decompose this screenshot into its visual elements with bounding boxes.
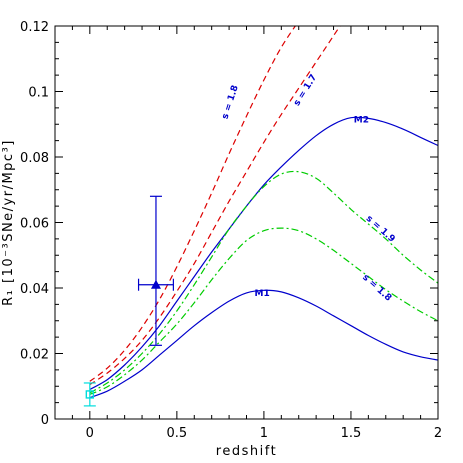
plot-frame bbox=[54, 25, 439, 420]
y-tick-label: 0.1 bbox=[28, 86, 49, 101]
series-line-m2-solid bbox=[89, 116, 438, 391]
series-line-s-1-7-dashed bbox=[89, 26, 341, 386]
y-tick-label: 0.08 bbox=[20, 151, 49, 166]
x-tick-label: 1 bbox=[260, 426, 268, 441]
x-tick-label: 0 bbox=[86, 426, 94, 441]
y-axis-title: R₁ [10⁻³SNe/yr/Mpc³] bbox=[1, 139, 16, 306]
observations-layer bbox=[83, 195, 174, 407]
series-line-s-1-8-dashdot bbox=[89, 227, 438, 395]
curve-label: s = 1.8 bbox=[360, 273, 393, 304]
series-line-m1-solid bbox=[89, 289, 438, 399]
x-tick-label: 0.5 bbox=[167, 426, 188, 441]
x-tick-label: 1.5 bbox=[341, 426, 362, 441]
x-axis-title: redshift bbox=[216, 444, 277, 459]
curve-label: s = 1.7 bbox=[292, 73, 319, 108]
curve-label: M1 bbox=[255, 289, 270, 299]
x-tick-label: 2 bbox=[434, 426, 442, 441]
curve-label: s = 1.9 bbox=[364, 214, 397, 245]
observation-marker-triangle bbox=[150, 279, 161, 289]
y-tick-label: 0.04 bbox=[20, 282, 49, 297]
y-tick-label: 0.06 bbox=[20, 217, 49, 232]
y-tick-label: 0 bbox=[41, 413, 49, 428]
y-tick-label: 0.12 bbox=[20, 20, 49, 35]
series-line-s-1-8-dashed bbox=[89, 26, 297, 382]
curve-labels: M2 M1 s = 1.8 s = 1.7 s = 1.9 s = 1.8 bbox=[220, 73, 396, 304]
observation-marker-square bbox=[85, 390, 95, 399]
axis-ticks bbox=[55, 25, 439, 420]
axis-tick-labels: 0 0.5 1 1.5 2 0 0.02 0.04 0.06 0.08 0.1 0.12 bbox=[20, 20, 442, 441]
curve-label: M2 bbox=[354, 116, 369, 126]
series-line-s-1-9-dashdot bbox=[89, 170, 438, 394]
series-layer bbox=[89, 26, 438, 399]
y-tick-label: 0.02 bbox=[20, 348, 49, 363]
curve-label: s = 1.8 bbox=[220, 84, 240, 120]
